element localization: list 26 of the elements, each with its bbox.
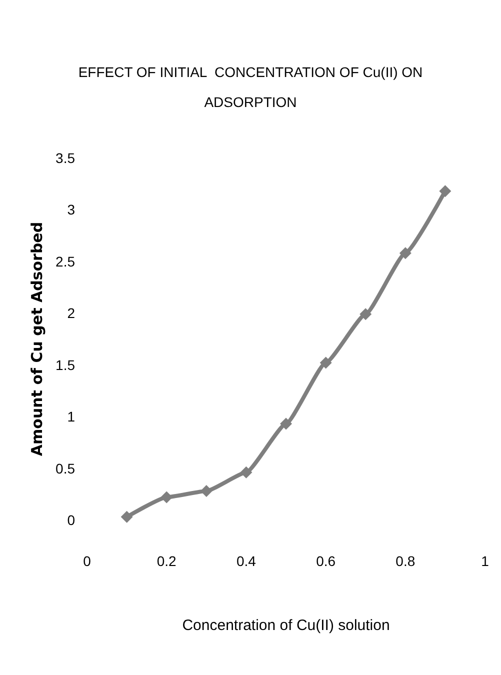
y-tick-label: 0 [67, 512, 76, 528]
point [280, 418, 292, 430]
x-tick-label: 0.6 [316, 553, 336, 569]
y-tick-label: 3.5 [56, 150, 76, 166]
point [240, 466, 252, 478]
y-axis-title: Amount of Cu get Adsorbed [28, 222, 46, 456]
point [360, 308, 372, 320]
y-tick-label: 2.5 [56, 253, 76, 270]
chart-title: EFFECT OF INITIAL CONCENTRATION OF Cu(II) ON ADSORPTION [78, 64, 423, 110]
y-tick-label: 2 [67, 305, 76, 322]
x-tick-label: 0.2 [156, 553, 177, 569]
x-tick-label: 0.4 [236, 553, 256, 569]
y-tick-label: 1 [67, 408, 76, 425]
point [200, 485, 212, 498]
y-tick-label: 1.5 [56, 356, 76, 373]
point [320, 356, 332, 369]
point [399, 247, 412, 260]
point [160, 491, 173, 504]
point [120, 510, 133, 523]
x-axis-title: Concentration of Cu(II) solution [182, 617, 390, 634]
x-tick-label: 0 [83, 553, 92, 569]
y-tick-label: 3 [67, 202, 76, 218]
y-tick-label: 0.5 [56, 460, 76, 476]
x-tick-label: 0.8 [396, 553, 416, 569]
point [439, 185, 452, 198]
x-tick-label: 1 [481, 553, 490, 569]
